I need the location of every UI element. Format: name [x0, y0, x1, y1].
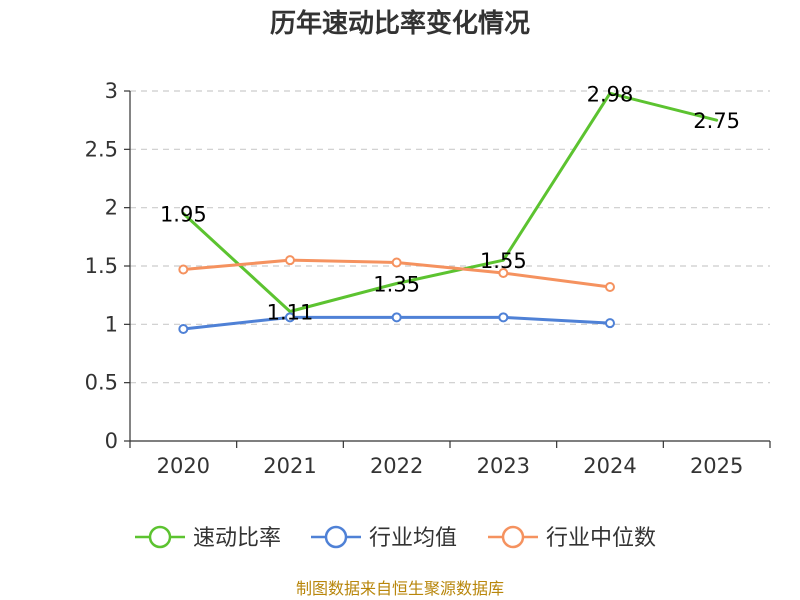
series-point [285, 255, 295, 266]
y-tick-label: 0 [105, 429, 118, 453]
data-label: 1.55 [480, 249, 527, 273]
series-point [391, 312, 402, 323]
x-tick-label: 2020 [157, 454, 210, 478]
data-label: 1.35 [373, 273, 420, 297]
series-layer [178, 91, 719, 334]
legend-label: 行业中位数 [546, 526, 656, 551]
x-tick-label: 2023 [477, 454, 530, 478]
series-point [605, 282, 615, 292]
legend-marker [148, 525, 172, 549]
series-point [498, 312, 509, 323]
legend-item[interactable]: 速动比率 [135, 525, 281, 551]
legend-label: 行业均值 [369, 526, 457, 551]
series-point [285, 312, 295, 323]
y-tick-label: 3 [105, 79, 118, 103]
legend-label: 速动比率 [193, 526, 281, 551]
legend-item[interactable]: 行业均值 [311, 525, 457, 551]
series-point [178, 324, 189, 334]
x-tick-label: 2022 [370, 454, 423, 478]
series-point [605, 318, 615, 329]
grid-lines [130, 90, 770, 384]
x-tick-label: 2025 [690, 454, 743, 478]
chart-title: 历年速动比率变化情况 [270, 8, 530, 39]
series-line-0 [181, 91, 719, 313]
axes: 0 0.5 1 1.5 2 2.5 3 2020 2021 2022 2023 2024 2025 [85, 79, 771, 478]
data-label: 2.98 [587, 82, 634, 106]
y-tick-label: 2.5 [85, 137, 118, 161]
data-label: 1.95 [160, 203, 207, 227]
y-tick-label: 0.5 [85, 371, 118, 395]
series-point [391, 257, 402, 268]
x-tick-label: 2021 [263, 454, 316, 478]
legend[interactable]: 速动比率 行业均值 行业中位数 [135, 525, 656, 551]
legend-item[interactable]: 行业中位数 [488, 525, 656, 551]
legend-marker [501, 525, 525, 549]
data-labels: 1.95 1.11 1.35 1.55 2.98 2.75 [160, 82, 740, 324]
series-point [498, 268, 509, 278]
data-label: 1.11 [267, 301, 314, 325]
y-tick-label: 1.5 [85, 254, 118, 278]
x-tick-label: 2024 [583, 454, 636, 478]
source-note: 制图数据来自恒生聚源数据库 [296, 579, 504, 598]
y-tick-label: 2 [105, 196, 118, 220]
series-point [178, 264, 189, 275]
data-label: 2.75 [693, 109, 740, 133]
y-tick-label: 1 [105, 312, 118, 336]
legend-marker [324, 525, 348, 549]
